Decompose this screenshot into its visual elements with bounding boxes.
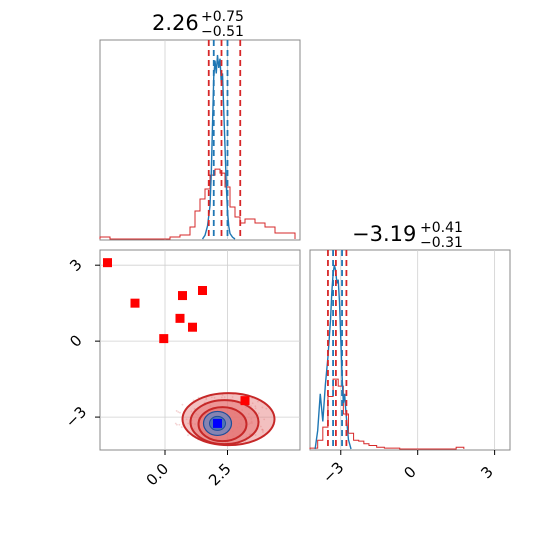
sample-dot [223, 396, 226, 399]
sample-dot [221, 394, 224, 397]
sample-dot [254, 407, 257, 410]
sample-dot [178, 423, 181, 426]
sample-dot [179, 411, 181, 414]
x-tick-label: 0.0 [143, 460, 173, 490]
sample-dot [190, 410, 193, 413]
axes-frame [309, 249, 511, 451]
marginal-title-1-value: 2.26 [152, 11, 199, 35]
sample-dot [250, 405, 252, 407]
point-marker [130, 298, 140, 308]
sample-dot [175, 410, 178, 412]
x-tick-label: 2.5 [205, 460, 235, 490]
x-tick-label: −3 [319, 458, 347, 486]
y-tick-label: 0 [66, 331, 85, 350]
point-marker [240, 396, 250, 406]
joint-contour-panel: 0.0 2.5 3 0 −3 [62, 249, 301, 490]
sample-dot [210, 396, 213, 399]
sample-dot [257, 400, 259, 403]
sample-dot [174, 422, 177, 425]
marginal-title-1-plus: +0.75 [201, 9, 244, 25]
point-marker [175, 313, 185, 323]
sample-dot [177, 411, 180, 413]
y-tick-label: −3 [62, 403, 90, 431]
sample-dot [254, 405, 257, 408]
x-tick-label: 0 [400, 463, 419, 482]
sample-dot [263, 418, 266, 421]
sample-dot [180, 426, 183, 428]
marginal-histogram-param-2: −3 0 3 −3.19 +0.41 −0.31 [309, 220, 511, 487]
marginal-title-2-minus: −0.31 [420, 235, 463, 251]
sample-dot [220, 396, 223, 399]
sample-dot [261, 428, 264, 431]
sample-dot [181, 403, 184, 406]
histogram-line-series [201, 54, 236, 240]
sample-dot [257, 412, 260, 415]
histogram-step-series [309, 378, 465, 450]
point-marker [159, 334, 169, 344]
sample-dot [265, 407, 268, 410]
sample-dot [261, 428, 264, 431]
histogram-step-series [99, 168, 296, 240]
sample-dot [251, 402, 254, 405]
point-marker [198, 286, 207, 296]
marginal-title-1-minus: −0.51 [201, 24, 244, 40]
marginal-title-2-value: −3.19 [352, 222, 416, 246]
sample-dot [259, 425, 262, 428]
point-marker [178, 291, 187, 301]
sample-dot [175, 423, 178, 426]
marginal-title-2-plus: +0.41 [420, 220, 463, 236]
marginal-histogram-param-1: 2.26 +0.75 −0.51 [99, 9, 301, 241]
point-marker [103, 258, 112, 268]
sample-dot [205, 398, 208, 401]
sample-dot [254, 434, 257, 436]
sample-dot [262, 431, 264, 433]
truth-marker [213, 418, 222, 428]
x-tick-label: 3 [477, 463, 496, 482]
sample-dot [261, 406, 264, 409]
sample-dot [185, 418, 188, 421]
sample-dot [187, 422, 190, 425]
sample-dot [262, 429, 264, 432]
y-tick-label: 3 [66, 255, 85, 274]
sample-dot [187, 434, 189, 437]
sample-dot [213, 396, 216, 399]
sample-dot [231, 396, 234, 398]
sample-dot [193, 407, 196, 410]
point-marker [188, 322, 197, 332]
